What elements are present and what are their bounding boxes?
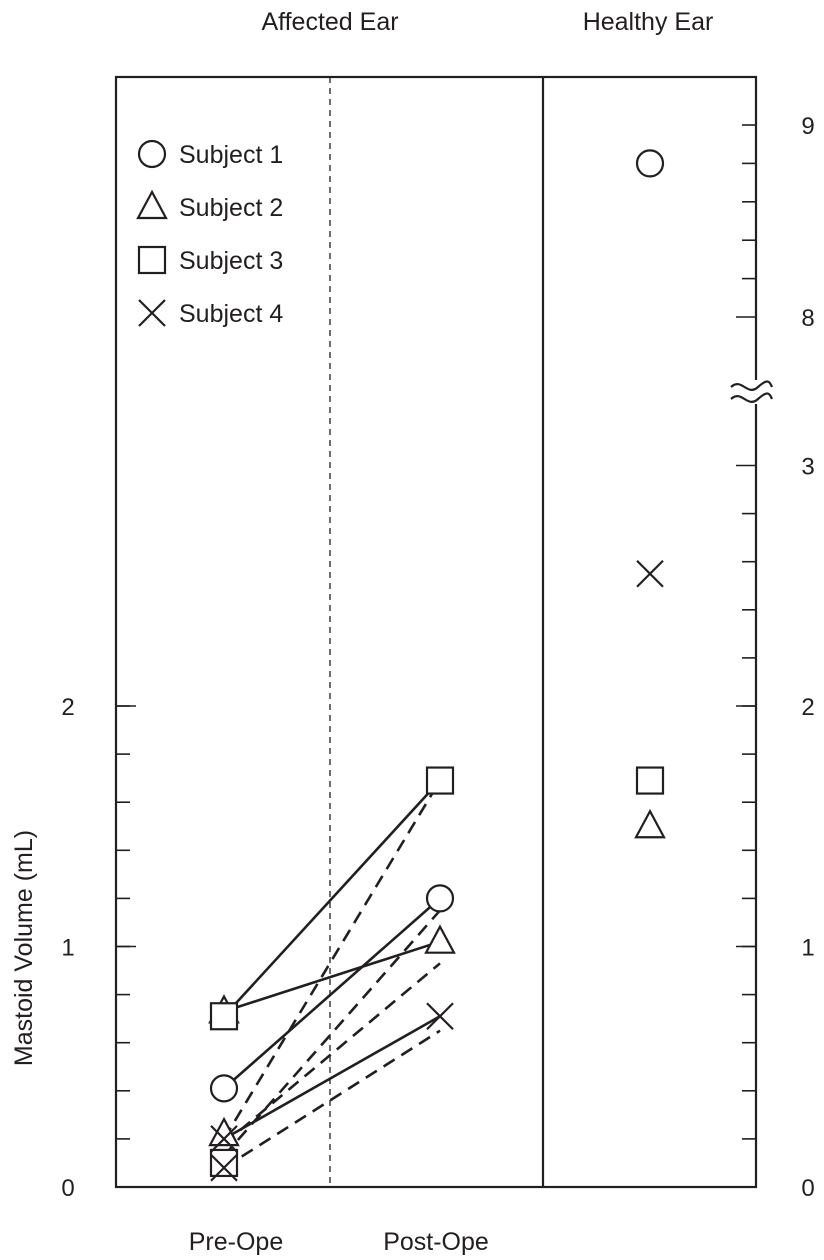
dashed-connection-line (223, 909, 441, 1157)
data-point-healthy-subject1 (635, 149, 665, 178)
right-tick-label: 8 (801, 305, 814, 332)
x-category-post: Post-Ope (383, 1228, 489, 1256)
right-tick-label: 1 (801, 935, 814, 962)
legend-label: Subject 2 (179, 194, 283, 222)
y-axis-label: Mastoid Volume (mL) (10, 830, 38, 1066)
tick-marks (116, 124, 756, 1140)
legend-label: Subject 4 (179, 300, 283, 328)
panel-label-healthy: Healthy Ear (583, 8, 714, 36)
solid-connection-line (223, 779, 441, 1018)
panel-label-affected: Affected Ear (261, 8, 398, 36)
legend-marker-x (138, 299, 166, 327)
data-point-healthy-subject3 (635, 766, 665, 795)
tick-labels: 0 1 2 0 1 2 3 8 9 (61, 113, 814, 1202)
data-point-pre-subject3 (209, 1002, 239, 1031)
data-point-healthy-subject4 (636, 559, 664, 588)
legend: Subject 1 Subject 2 Subject 3 Subject 4 (136, 139, 283, 328)
legend-label: Subject 3 (179, 247, 283, 275)
dashed-connection-line (223, 962, 441, 1145)
legend-marker-square (137, 245, 167, 275)
axis-break-symbol (730, 380, 773, 404)
data-point-pre-subject4 (210, 1125, 238, 1153)
left-tick-label: 1 (61, 935, 74, 962)
solid-connection-line (223, 897, 441, 1090)
data-point-pre-subject4-low (210, 1153, 238, 1182)
legend-marker-triangle (136, 189, 168, 220)
right-tick-label: 9 (801, 113, 814, 140)
right-tick-label: 0 (801, 1175, 814, 1202)
x-category-pre: Pre-Ope (189, 1228, 283, 1256)
plot-frame (114, 75, 758, 1189)
data-point-post-subject2 (424, 924, 456, 954)
data-markers (208, 149, 666, 1182)
legend-marker-circle (137, 139, 167, 169)
data-point-post-subject4 (426, 1002, 454, 1031)
legend-label: Subject 1 (179, 141, 283, 169)
left-tick-label: 2 (61, 694, 74, 721)
data-point-post-subject3 (425, 766, 455, 795)
right-tick-label: 3 (801, 454, 814, 481)
right-tick-label: 2 (801, 694, 814, 721)
solid-connection-line (223, 940, 441, 1013)
dashed-connection-line (223, 1029, 441, 1169)
left-tick-label: 0 (61, 1175, 74, 1202)
solid-connection-line (223, 1015, 441, 1141)
dashed-connection-line (222, 779, 442, 1140)
connection-lines (222, 779, 442, 1169)
data-point-healthy-subject2 (634, 808, 666, 839)
data-point-pre-subject3-low (209, 1148, 239, 1178)
data-point-post-subject1 (425, 884, 455, 913)
data-point-pre-subject1 (209, 1074, 239, 1103)
